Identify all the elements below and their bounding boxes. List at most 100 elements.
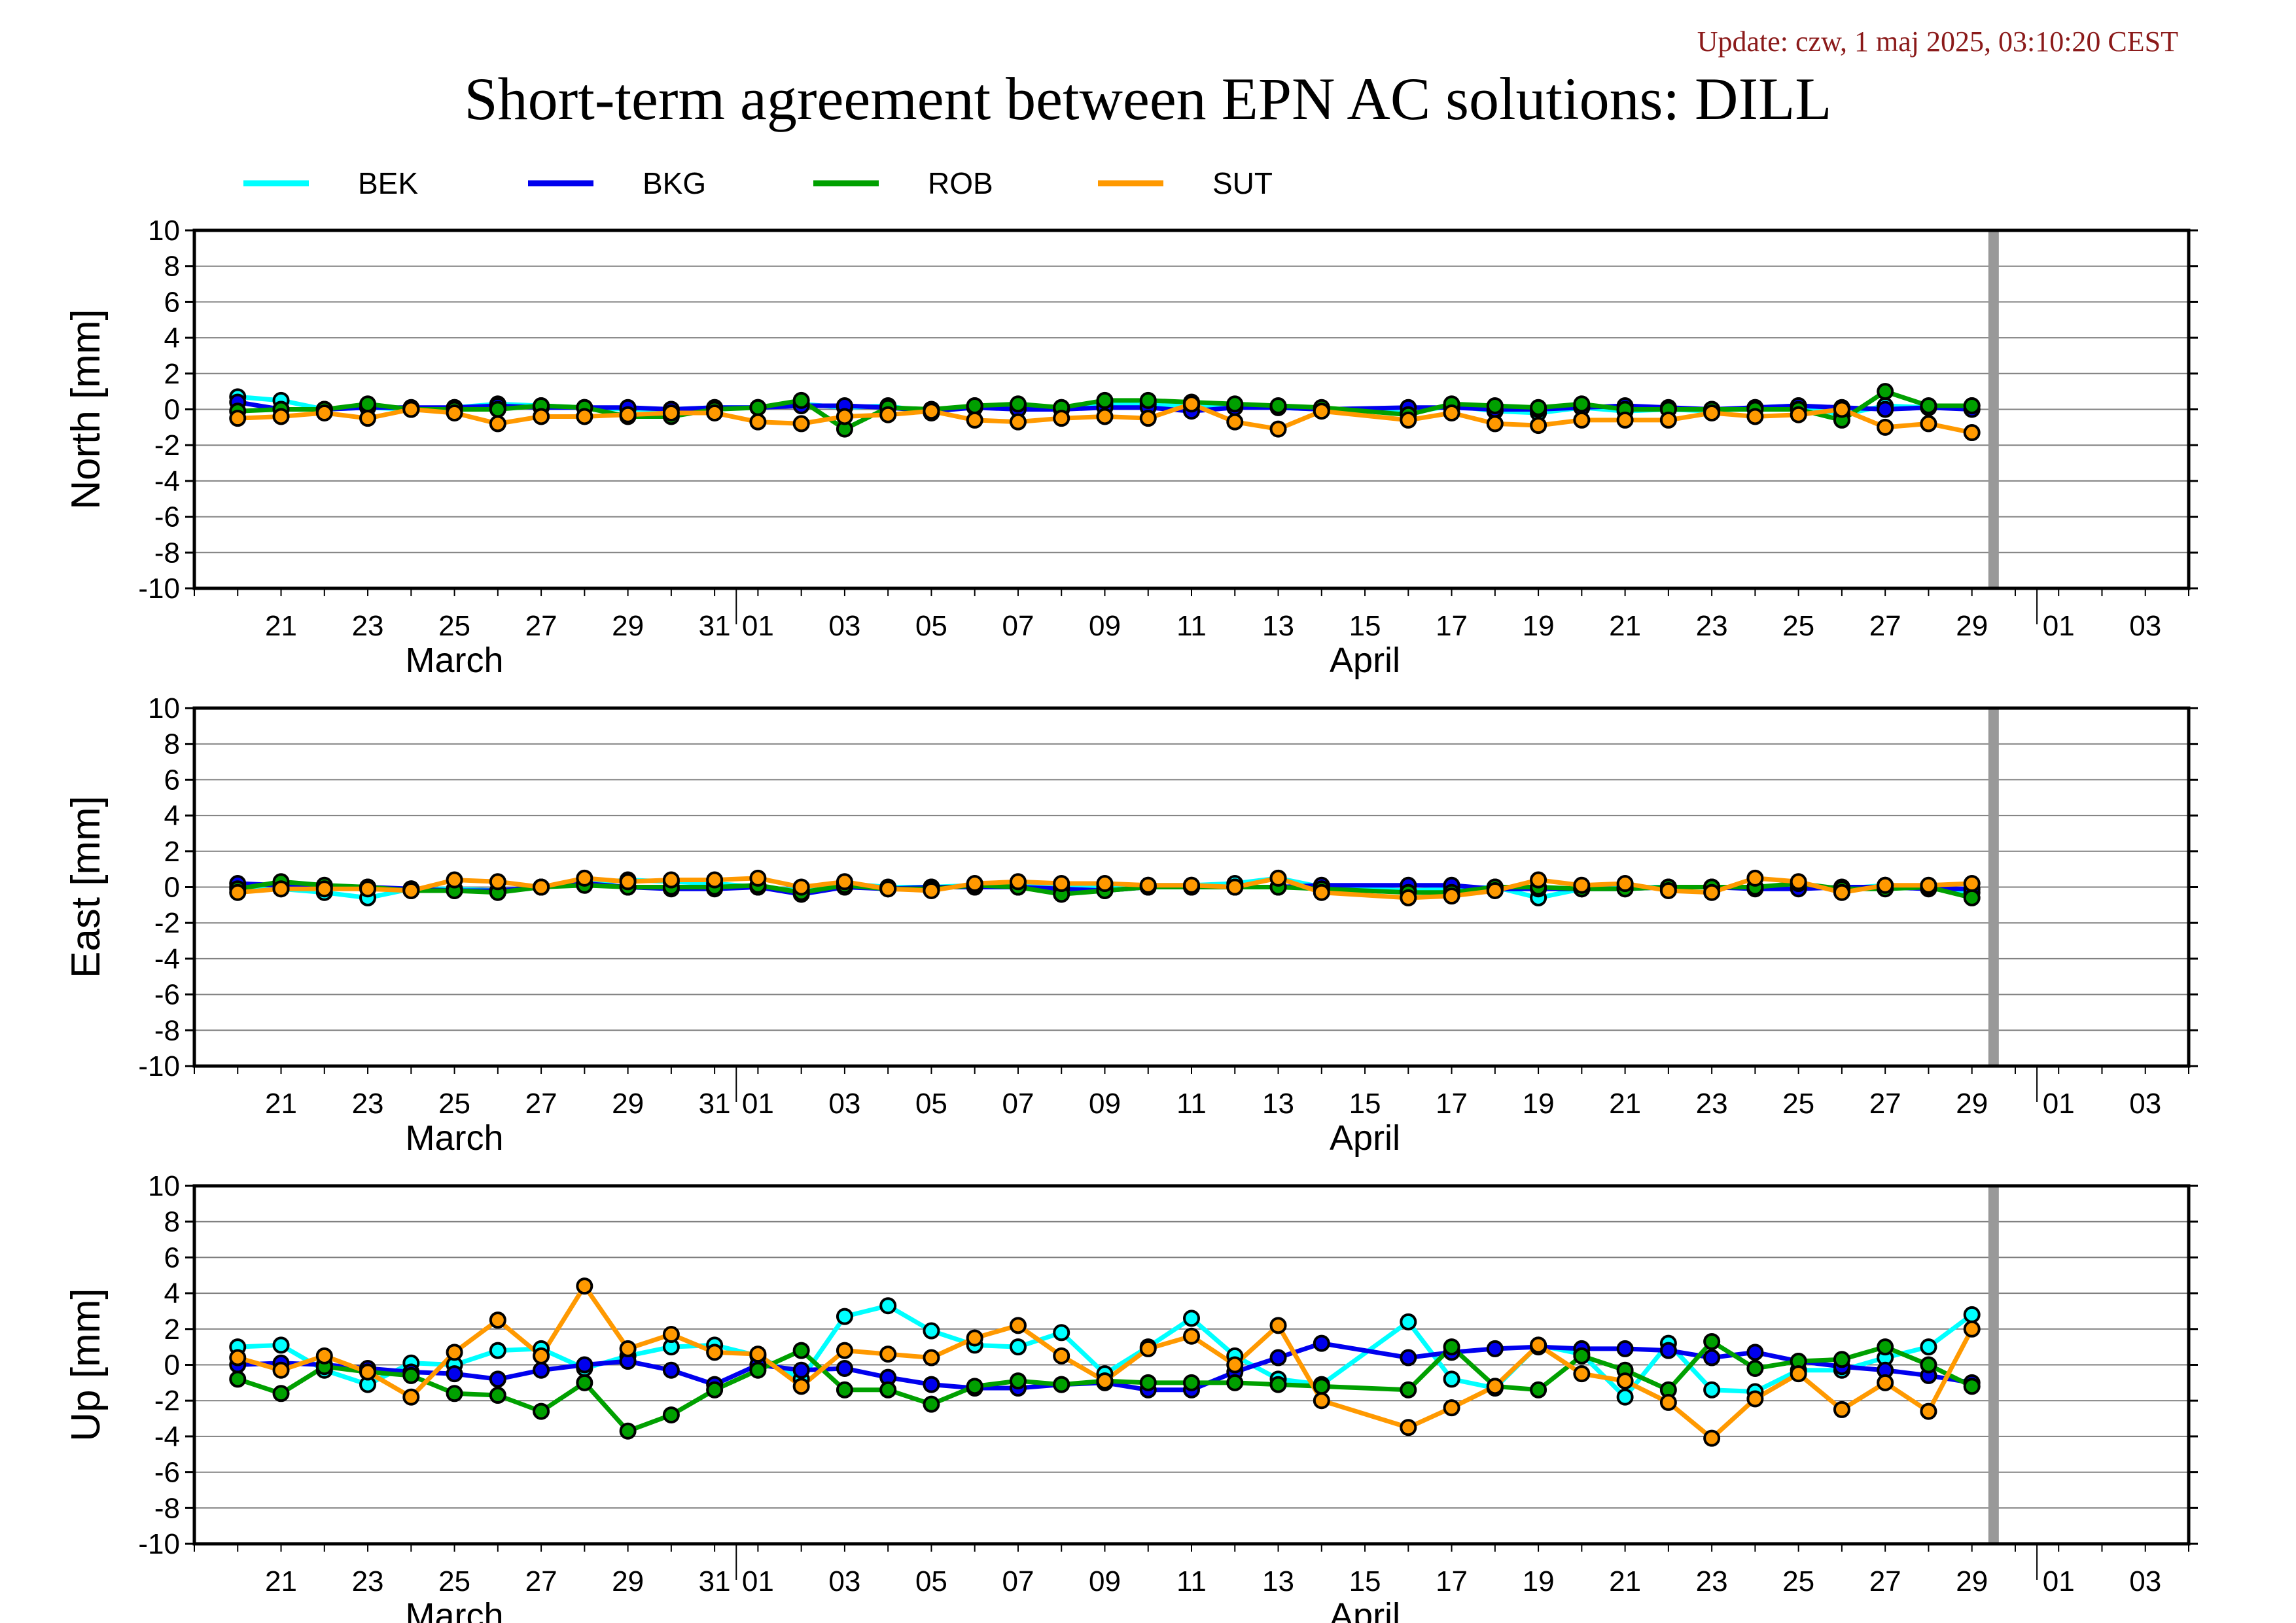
data-point-bek: [1616, 1388, 1634, 1406]
data-point-sut: [576, 869, 593, 887]
data-point-rob: [792, 1342, 810, 1359]
data-point-sut: [1659, 1393, 1677, 1411]
data-point-sut: [1963, 1320, 1981, 1338]
data-point-sut: [1139, 876, 1157, 894]
data-point-sut: [402, 401, 420, 418]
data-point-bek: [489, 1342, 506, 1359]
data-point-rob: [792, 391, 810, 409]
data-point-sut: [1139, 410, 1157, 427]
data-point-sut: [879, 1346, 897, 1363]
data-point-sut: [359, 1363, 377, 1381]
data-point-sut: [1400, 411, 1417, 429]
data-point-rob: [402, 1366, 420, 1384]
legend-item-bek: BEK: [243, 166, 418, 200]
month-label: March: [406, 1118, 504, 1158]
legend-label: ROB: [928, 166, 993, 200]
x-tick-label: 23: [1696, 610, 1728, 642]
data-point-sut: [923, 882, 940, 899]
legend-label: BKG: [643, 166, 706, 200]
x-tick-label: 21: [265, 1088, 297, 1120]
data-point-rob: [749, 1361, 767, 1379]
data-point-sut: [1313, 883, 1330, 901]
data-point-bkg: [1659, 1342, 1677, 1359]
x-tick-label: 15: [1349, 610, 1381, 642]
x-tick-label: 03: [2129, 1565, 2161, 1597]
data-point-sut: [315, 404, 333, 421]
data-point-rob: [1053, 1376, 1070, 1393]
x-tick-label: 27: [525, 1088, 557, 1120]
y-tick-label: 2: [164, 358, 180, 390]
data-point-bkg: [923, 1376, 940, 1393]
data-point-sut: [402, 1388, 420, 1406]
data-point-sut: [1226, 413, 1244, 431]
data-point-sut: [272, 880, 290, 898]
data-point-sut: [1573, 411, 1591, 429]
chart-panel-2: -10 -8-6 -4 -20 2 4 6 8 10 East [mm] 21 23 25 27 29 31 0…: [63, 692, 2198, 1158]
data-point-bkg: [1616, 1340, 1634, 1357]
x-tick-label: 21: [1609, 1088, 1641, 1120]
y-tick-label: -2: [154, 907, 180, 939]
data-point-bkg: [446, 1365, 463, 1383]
data-point-rob: [619, 1422, 637, 1440]
data-point-sut: [489, 415, 506, 433]
y-tick-label: 4: [164, 800, 180, 832]
data-point-sut: [576, 1277, 593, 1295]
data-point-bek: [1183, 1310, 1200, 1327]
data-point-rob: [489, 401, 506, 418]
data-point-bek: [836, 1308, 853, 1325]
x-tick-label: 23: [352, 610, 384, 642]
month-label: March: [406, 641, 504, 680]
data-point-bkg: [489, 1370, 506, 1388]
data-point-rob: [1313, 1378, 1330, 1395]
x-tick-label: 23: [1696, 1565, 1728, 1597]
x-tick-label: 15: [1349, 1088, 1381, 1120]
data-point-sut: [1053, 875, 1070, 893]
legend-item-sut: SUT: [1098, 166, 1273, 200]
data-point-rob: [1096, 391, 1114, 409]
data-point-sut: [792, 1378, 810, 1395]
data-point-sut: [1400, 1419, 1417, 1436]
data-point-sut: [706, 871, 724, 889]
y-axis-label: North [mm]: [63, 309, 109, 510]
data-point-bek: [1443, 1370, 1460, 1388]
data-point-sut: [706, 1344, 724, 1361]
data-point-sut: [1833, 401, 1850, 418]
data-point-rob: [1139, 1374, 1157, 1391]
y-tick-label: 0: [164, 1349, 180, 1382]
y-tick-label: -4: [154, 943, 180, 975]
y-tick-label: 8: [164, 728, 180, 760]
data-point-sut: [489, 1311, 506, 1329]
data-point-sut: [1053, 1347, 1070, 1364]
data-point-sut: [792, 415, 810, 433]
data-point-sut: [1790, 873, 1807, 891]
x-tick-label: 23: [352, 1565, 384, 1597]
data-point-sut: [1183, 1327, 1200, 1345]
data-point-sut: [1096, 1372, 1114, 1390]
data-point-rob: [1703, 1332, 1721, 1350]
y-tick-label: 10: [148, 1170, 180, 1202]
data-point-rob: [229, 1370, 247, 1388]
x-tick-label: 11: [1176, 1565, 1207, 1597]
x-tick-label: 21: [265, 1565, 297, 1597]
data-point-sut: [966, 1329, 983, 1347]
x-tick-label: 17: [1436, 1565, 1468, 1597]
legend: BEK BKG ROB SUT: [243, 166, 1273, 200]
data-point-bkg: [1313, 1334, 1330, 1352]
data-point-rob: [1443, 1338, 1460, 1356]
y-tick-label: -4: [154, 465, 180, 497]
data-point-sut: [1226, 878, 1244, 896]
data-point-sut: [619, 406, 637, 423]
data-point-sut: [1486, 1378, 1504, 1395]
x-tick-label: 25: [438, 610, 470, 642]
data-point-sut: [1269, 1317, 1287, 1334]
data-point-sut: [1790, 406, 1807, 423]
x-tick-label: 03: [828, 610, 860, 642]
data-point-rob: [1400, 1381, 1417, 1399]
data-point-sut: [1009, 413, 1027, 431]
x-tick-label: 01: [742, 1088, 774, 1120]
data-point-rob: [662, 1406, 680, 1424]
data-point-sut: [619, 1340, 637, 1357]
